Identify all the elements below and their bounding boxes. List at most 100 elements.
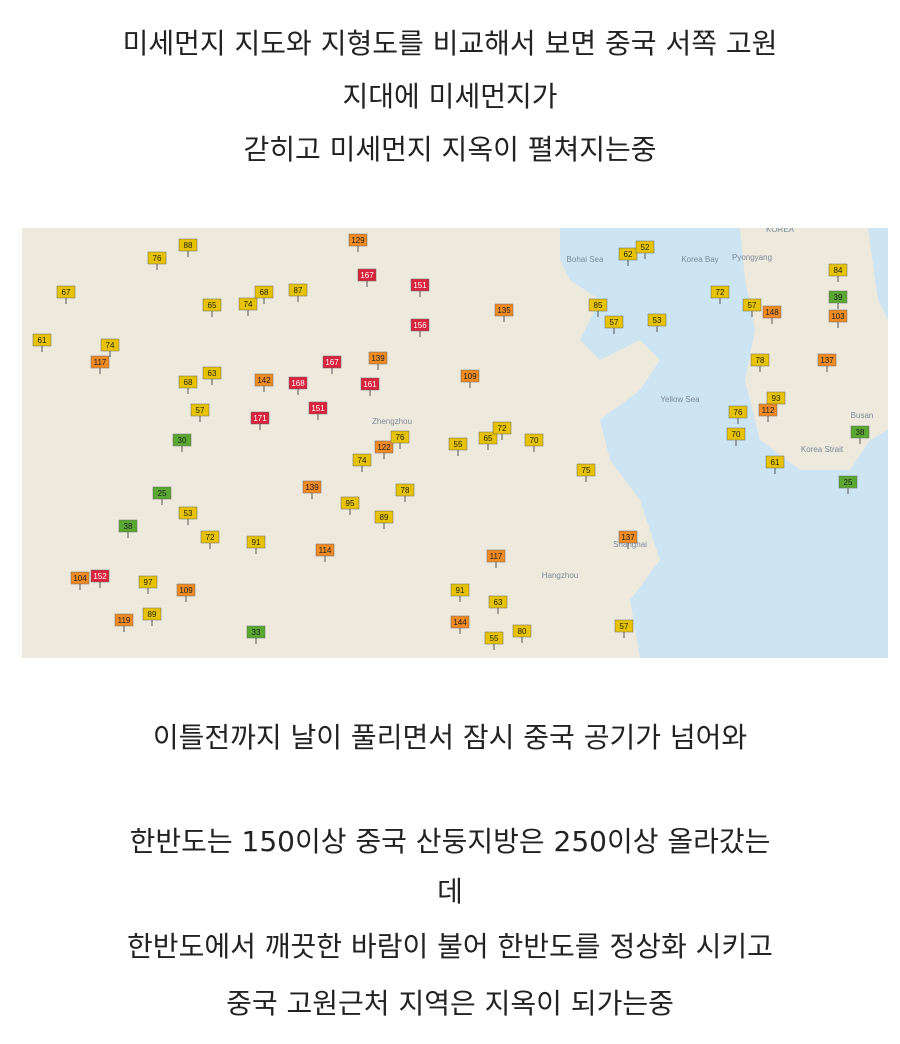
- aqi-marker: [172, 433, 192, 447]
- aqi-marker: [395, 483, 415, 497]
- aqi-value: 74: [106, 341, 115, 350]
- aqi-marker: [178, 238, 198, 252]
- aqi-marker: [647, 313, 667, 327]
- aqi-value: 75: [582, 466, 591, 475]
- post-text: 중국 고원근처 지역은 지옥이 되가는중: [226, 987, 674, 1020]
- post-text: 미세먼지 지도와 지형도를 비교해서 보면 중국 서쪽 고원: [122, 27, 778, 60]
- aqi-marker: [450, 615, 470, 629]
- aqi-value: 55: [454, 440, 463, 449]
- aqi-marker: [576, 463, 596, 477]
- aqi-value: 33: [252, 628, 261, 637]
- aqi-value: 52: [641, 243, 650, 252]
- aqi-marker: [368, 351, 388, 365]
- post-text: 이틀전까지 날이 풀리면서 잠시 중국 공기가 넘어와: [152, 721, 748, 754]
- aqi-value: 135: [497, 306, 511, 315]
- aqi-value: 65: [208, 301, 217, 310]
- post-text: 한반도에서 깨끗한 바람이 불어 한반도를 정상화 시키고: [127, 930, 773, 963]
- aqi-marker: [322, 355, 342, 369]
- aqi-value: 68: [260, 288, 269, 297]
- aqi-marker: [315, 543, 335, 557]
- aqi-marker: [178, 506, 198, 520]
- aqi-marker: [728, 405, 748, 419]
- aqi-marker: [147, 251, 167, 265]
- post-text: 한반도는 150이상 중국 산둥지방은 250이상 올라갔는: [129, 825, 771, 858]
- aqi-value: 109: [179, 586, 193, 595]
- aqi-value: 57: [620, 622, 629, 631]
- aqi-marker: [478, 431, 498, 445]
- aqi-marker: [70, 571, 90, 585]
- aqi-value: 122: [377, 443, 391, 452]
- aqi-value: 156: [413, 321, 427, 330]
- aqi-marker: [710, 285, 730, 299]
- aqi-marker: [56, 285, 76, 299]
- aqi-marker: [765, 455, 785, 469]
- aqi-marker: [32, 333, 52, 347]
- aqi-value: 57: [610, 318, 619, 327]
- aqi-value: 117: [94, 358, 107, 367]
- aqi-marker: [302, 480, 322, 494]
- aqi-value: 63: [208, 369, 217, 378]
- aqi-value: 72: [716, 288, 725, 297]
- aqi-value: 61: [771, 458, 780, 467]
- aqi-marker: [448, 437, 468, 451]
- aqi-value: 55: [490, 634, 499, 643]
- place-label: Bohai Sea: [567, 255, 604, 264]
- aqi-marker: [850, 425, 870, 439]
- aqi-marker: [288, 376, 308, 390]
- aqi-marker: [352, 453, 372, 467]
- place-label: Shanghai: [613, 540, 647, 549]
- aqi-value: 57: [748, 301, 757, 310]
- aqi-value: 38: [856, 428, 865, 437]
- aqi-value: 85: [594, 301, 603, 310]
- place-label: Hangzhou: [542, 571, 578, 580]
- aqi-value: 142: [257, 376, 271, 385]
- aqi-value: 72: [206, 533, 215, 542]
- aqi-marker: [142, 607, 162, 621]
- aqi-marker: [817, 353, 837, 367]
- place-label: Busan: [851, 411, 874, 420]
- aqi-marker: [618, 530, 638, 544]
- aqi-marker: [410, 318, 430, 332]
- place-label: Zhengzhou: [372, 417, 412, 426]
- aqi-value: 112: [762, 406, 775, 415]
- air-quality-map: KOREA Pyongyang Bohai Sea Korea Bay Yellow S…: [22, 228, 888, 658]
- aqi-value: 109: [463, 372, 477, 381]
- aqi-value: 76: [396, 433, 405, 442]
- aqi-value: 88: [184, 241, 193, 250]
- aqi-marker: [494, 303, 514, 317]
- aqi-marker: [828, 263, 848, 277]
- place-label: Yellow Sea: [660, 395, 700, 404]
- aqi-value: 74: [244, 300, 253, 309]
- aqi-marker: [828, 290, 848, 304]
- aqi-marker: [838, 475, 858, 489]
- aqi-marker: [348, 233, 368, 247]
- aqi-value: 148: [765, 308, 779, 317]
- aqi-marker: [178, 375, 198, 389]
- aqi-value: 61: [38, 336, 47, 345]
- aqi-value: 97: [144, 578, 153, 587]
- aqi-value: 104: [73, 574, 87, 583]
- aqi-marker: [202, 298, 222, 312]
- aqi-marker: [512, 624, 532, 638]
- aqi-value: 137: [820, 356, 834, 365]
- aqi-marker: [246, 535, 266, 549]
- aqi-marker: [450, 583, 470, 597]
- aqi-marker: [118, 519, 138, 533]
- place-label: KOREA: [766, 228, 795, 234]
- aqi-marker: [190, 403, 210, 417]
- aqi-marker: [254, 285, 274, 299]
- aqi-value: 84: [834, 266, 843, 275]
- aqi-value: 67: [62, 288, 71, 297]
- aqi-value: 89: [380, 513, 389, 522]
- aqi-value: 167: [360, 271, 374, 280]
- aqi-value: 76: [153, 254, 162, 263]
- aqi-value: 78: [756, 356, 765, 365]
- aqi-marker: [390, 430, 410, 444]
- aqi-marker: [90, 569, 110, 583]
- aqi-value: 57: [196, 406, 205, 415]
- sea: [868, 228, 888, 320]
- aqi-marker: [460, 369, 480, 383]
- aqi-marker: [357, 268, 377, 282]
- aqi-marker: [488, 595, 508, 609]
